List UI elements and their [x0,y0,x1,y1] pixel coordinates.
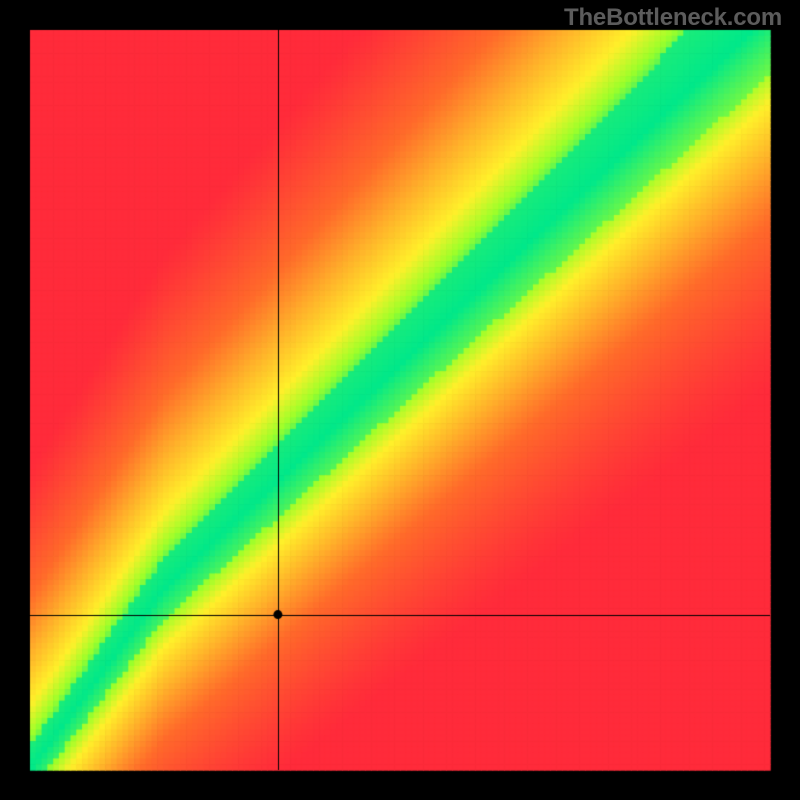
watermark-label: TheBottleneck.com [564,4,782,32]
bottleneck-heatmap [0,0,800,800]
